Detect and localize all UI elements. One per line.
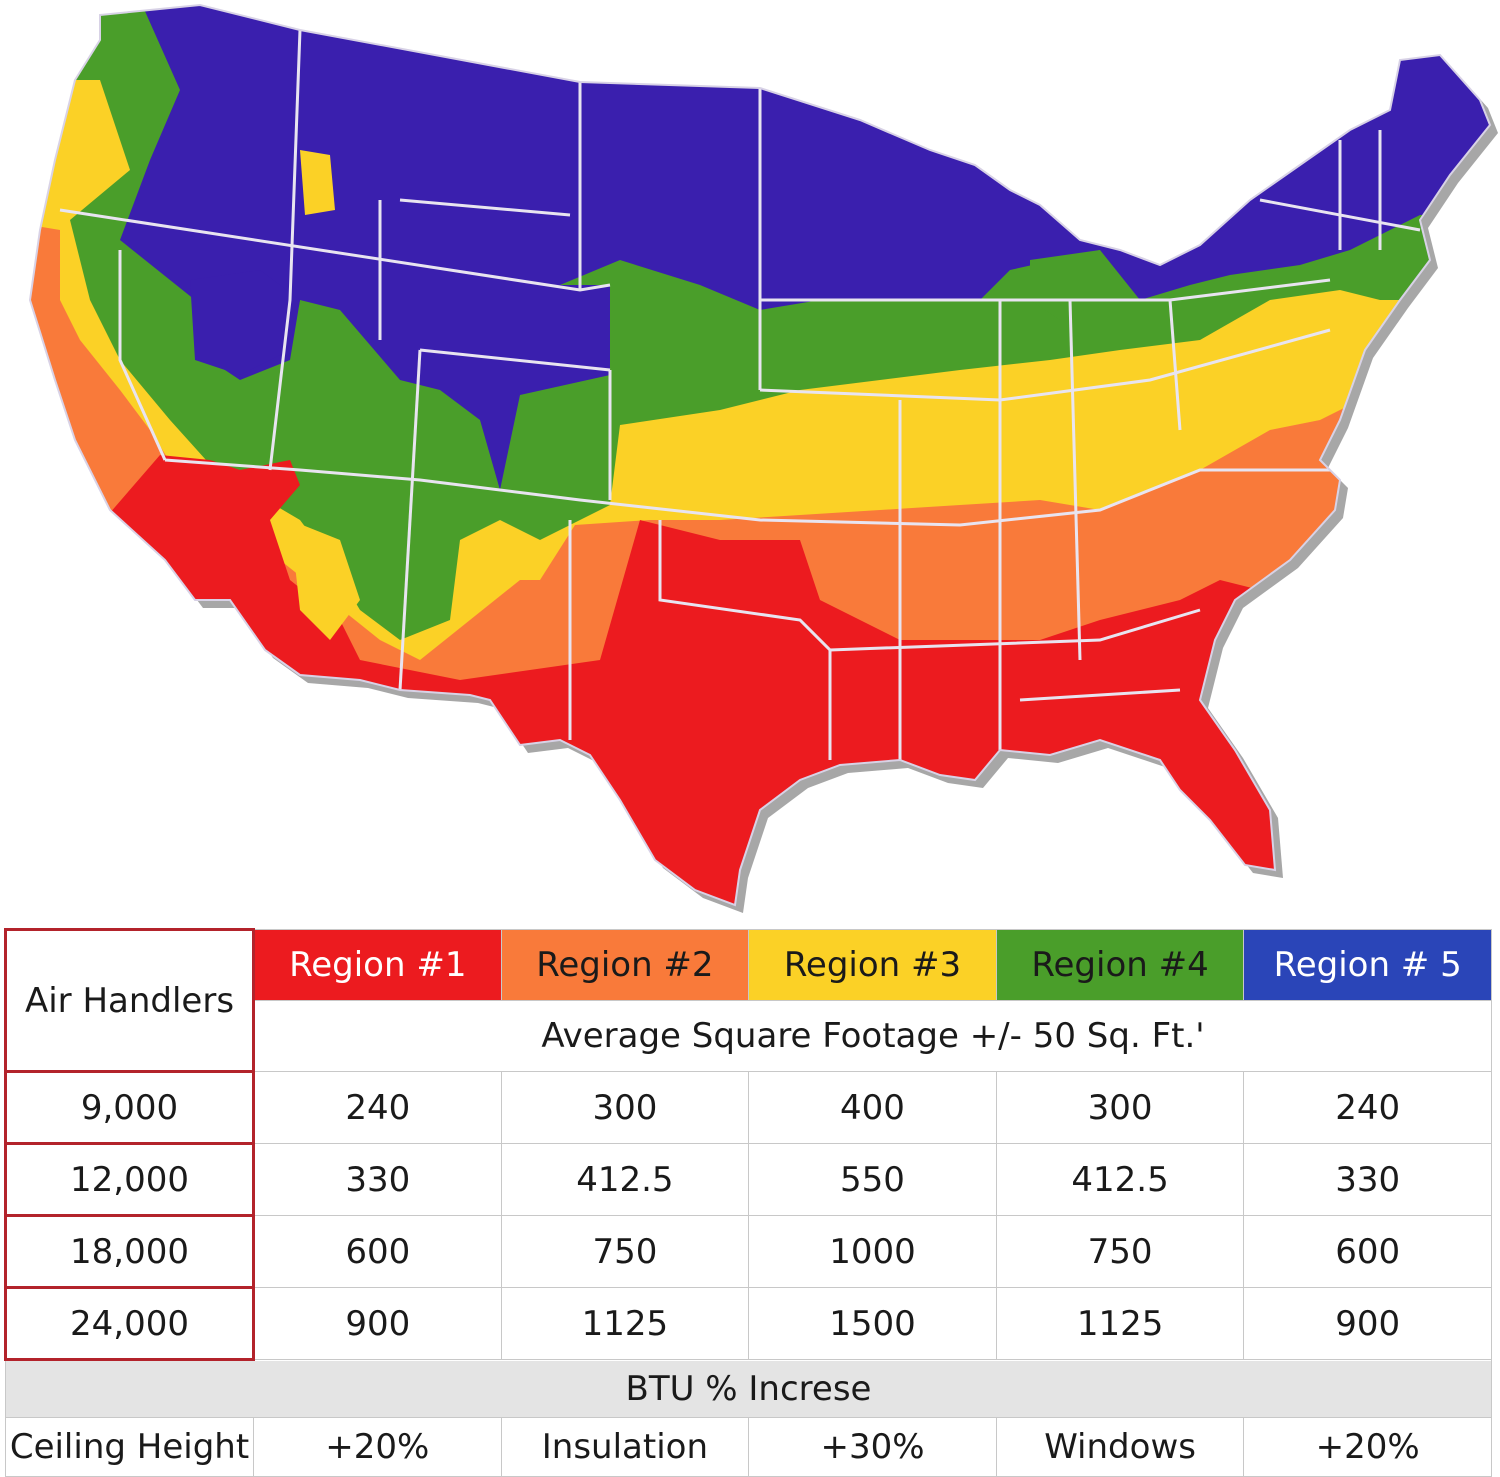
insulation-value: +30% [748, 1417, 997, 1477]
table-cell: 750 [500, 1215, 750, 1288]
region-4-header: Region #4 [995, 929, 1245, 1001]
table-cell: 330 [1243, 1143, 1492, 1216]
btu-18000-label: 18,000 [4, 1215, 255, 1289]
air-handlers-label: Air Handlers [4, 928, 255, 1073]
windows-value: +20% [1243, 1417, 1492, 1477]
table-cell: 1125 [500, 1287, 750, 1360]
ceiling-height-label: Ceiling Height [5, 1417, 254, 1477]
table-cell: 412.5 [995, 1143, 1245, 1216]
table-cell: 1125 [995, 1287, 1245, 1360]
table-cell: 300 [500, 1071, 750, 1144]
btu-24000-label: 24,000 [4, 1287, 255, 1361]
table-cell: 400 [748, 1071, 997, 1144]
region-4-accent [1030, 250, 1110, 320]
region-1-header: Region #1 [253, 929, 502, 1001]
region-2-header: Region #2 [500, 929, 750, 1001]
insulation-label: Insulation [500, 1417, 750, 1477]
btu-9000-label: 9,000 [4, 1071, 255, 1145]
btu-increase-label: BTU % Increse [5, 1359, 1492, 1418]
table-cell: 1500 [748, 1287, 997, 1360]
table-row: 18,000 600 750 1000 750 600 [4, 1215, 1492, 1289]
us-climate-region-map [28, 3, 1498, 913]
us-outline [28, 3, 1492, 907]
table-cell: 600 [1243, 1215, 1492, 1288]
table-cell: 900 [1243, 1287, 1492, 1360]
modifier-row: Ceiling Height +20% Insulation +30% Wind… [5, 1417, 1492, 1477]
ceiling-height-value: +20% [253, 1417, 502, 1477]
btu-12000-label: 12,000 [4, 1143, 255, 1217]
table-cell: 550 [748, 1143, 997, 1216]
table-subtitle: Average Square Footage +/- 50 Sq. Ft.' [253, 1000, 1492, 1072]
table-cell: 300 [995, 1071, 1245, 1144]
table-cell: 240 [1243, 1071, 1492, 1144]
region-3-accent [290, 520, 360, 640]
table-cell: 600 [253, 1215, 502, 1288]
table-cell: 240 [253, 1071, 502, 1144]
table-cell: 900 [253, 1287, 502, 1360]
table-row: 24,000 900 1125 1500 1125 900 [4, 1287, 1492, 1361]
table-cell: 412.5 [500, 1143, 750, 1216]
region-3-accent [300, 150, 335, 215]
table-cell: 1000 [748, 1215, 997, 1288]
region-5-header: Region # 5 [1243, 929, 1492, 1001]
region-3-header: Region #3 [748, 929, 997, 1001]
table-row: 9,000 240 300 400 300 240 [4, 1071, 1492, 1145]
region-5-accent [190, 270, 300, 375]
table-cell: 330 [253, 1143, 502, 1216]
windows-label: Windows [995, 1417, 1245, 1477]
btu-sizing-table: Air Handlers Region #1 Region #2 Region … [4, 928, 1492, 1477]
state-borders [59, 29, 1421, 760]
table-cell: 750 [995, 1215, 1245, 1288]
table-row: 12,000 330 412.5 550 412.5 330 [4, 1143, 1492, 1217]
